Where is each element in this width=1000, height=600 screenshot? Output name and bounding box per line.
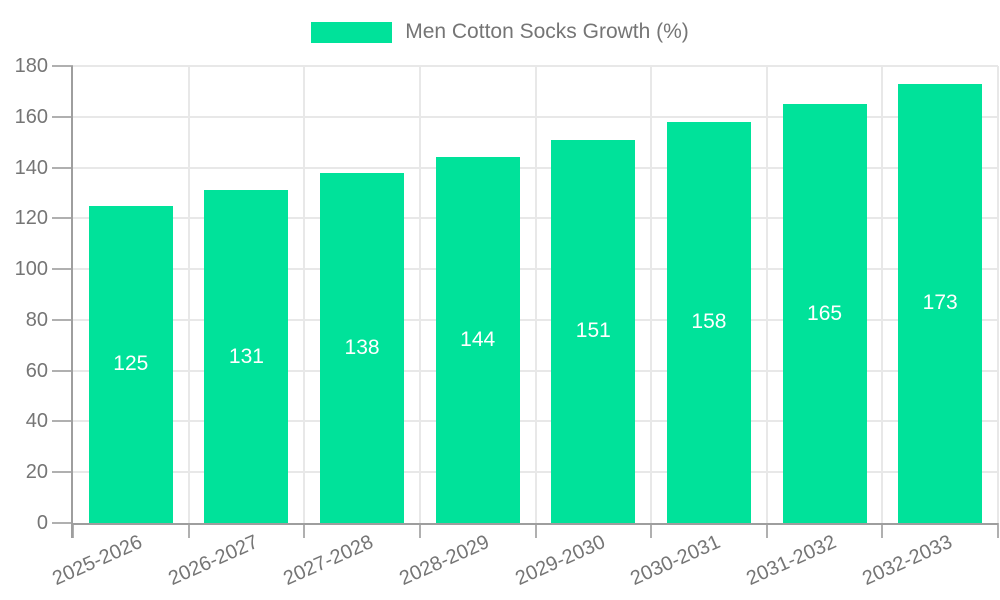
v-gridline <box>187 66 190 523</box>
v-gridline <box>418 66 421 523</box>
y-tick-label: 0 <box>36 512 48 534</box>
x-tick <box>303 523 306 538</box>
v-gridline <box>534 66 537 523</box>
y-tick <box>52 420 73 423</box>
v-gridline <box>881 66 884 523</box>
y-tick <box>52 217 73 220</box>
y-tick <box>52 65 73 67</box>
v-gridline <box>650 66 653 523</box>
bar[interactable] <box>320 172 405 523</box>
bar[interactable] <box>435 157 520 523</box>
y-axis-line <box>71 66 73 538</box>
y-tick-label: 80 <box>25 308 48 331</box>
y-tick-label: 180 <box>14 55 48 77</box>
y-tick-label: 20 <box>25 461 48 484</box>
x-tick <box>187 523 190 538</box>
v-gridline <box>303 66 306 523</box>
x-tick <box>72 523 74 538</box>
y-tick <box>52 166 73 169</box>
legend-swatch[interactable] <box>311 21 393 43</box>
x-tick-label: 2031-2032 <box>743 531 840 591</box>
y-tick <box>52 318 73 321</box>
x-tick <box>765 523 768 538</box>
x-tick <box>881 523 884 538</box>
bar[interactable] <box>88 205 173 523</box>
y-tick-label: 60 <box>25 359 48 382</box>
y-tick-label: 120 <box>14 207 48 230</box>
x-tick-label: 2032-2033 <box>858 531 956 591</box>
legend: Men Cotton Socks Growth (%) <box>0 20 1000 44</box>
y-tick-label: 140 <box>14 156 48 179</box>
bar[interactable] <box>551 139 636 523</box>
x-tick <box>997 523 999 538</box>
y-tick <box>52 471 73 474</box>
v-gridline <box>765 66 768 523</box>
x-tick <box>650 523 653 538</box>
x-axis-line <box>71 523 998 525</box>
v-gridline <box>997 66 999 523</box>
y-tick <box>52 369 73 372</box>
x-tick <box>534 523 537 538</box>
x-tick-label: 2028-2029 <box>396 531 493 591</box>
y-tick <box>52 522 73 524</box>
y-tick-label: 100 <box>14 258 48 281</box>
x-tick-label: 2029-2030 <box>511 531 609 591</box>
y-tick-label: 160 <box>14 105 48 128</box>
x-tick-label: 2025-2026 <box>49 531 146 591</box>
bar[interactable] <box>204 190 289 523</box>
legend-label[interactable]: Men Cotton Socks Growth (%) <box>405 20 689 43</box>
bar[interactable] <box>666 121 751 523</box>
x-tick-label: 2027-2028 <box>280 531 378 591</box>
x-tick-label: 2026-2027 <box>165 531 262 591</box>
x-tick-label: 2030-2031 <box>627 531 724 591</box>
y-tick-label: 40 <box>25 410 48 433</box>
bar[interactable] <box>898 83 983 523</box>
bar[interactable] <box>782 104 867 523</box>
x-tick <box>418 523 421 538</box>
y-tick <box>52 115 73 118</box>
y-tick <box>52 268 73 271</box>
